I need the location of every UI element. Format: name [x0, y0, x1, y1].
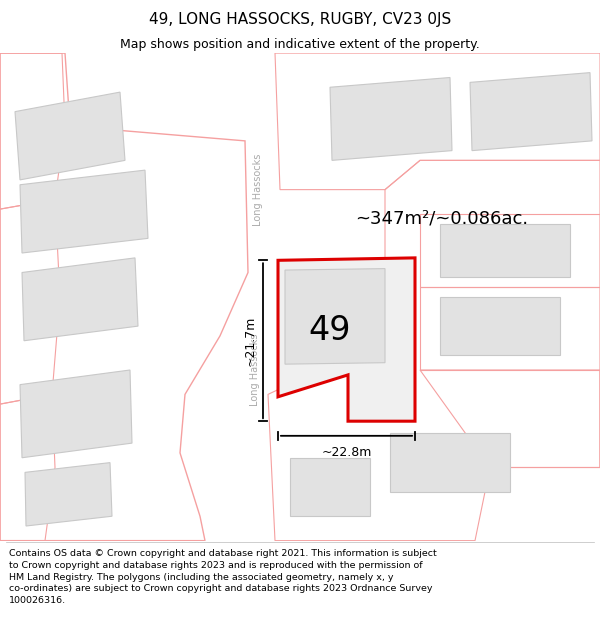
- Text: Long Hassocks: Long Hassocks: [253, 153, 263, 226]
- Polygon shape: [15, 92, 125, 180]
- Polygon shape: [290, 458, 370, 516]
- Polygon shape: [440, 297, 560, 356]
- Text: Long Hassocks: Long Hassocks: [250, 334, 260, 406]
- Polygon shape: [238, 53, 280, 541]
- Polygon shape: [440, 224, 570, 278]
- Text: ~347m²/~0.086ac.: ~347m²/~0.086ac.: [355, 210, 528, 228]
- Polygon shape: [390, 433, 510, 492]
- Text: 49: 49: [309, 314, 351, 348]
- Polygon shape: [330, 78, 452, 161]
- Polygon shape: [22, 258, 138, 341]
- Text: ~22.8m: ~22.8m: [322, 446, 371, 459]
- Polygon shape: [470, 72, 592, 151]
- Text: 49, LONG HASSOCKS, RUGBY, CV23 0JS: 49, LONG HASSOCKS, RUGBY, CV23 0JS: [149, 12, 451, 27]
- Polygon shape: [25, 462, 112, 526]
- Polygon shape: [278, 258, 415, 421]
- Text: ~21.7m: ~21.7m: [244, 316, 257, 366]
- Polygon shape: [20, 370, 132, 458]
- Polygon shape: [20, 170, 148, 253]
- Text: Contains OS data © Crown copyright and database right 2021. This information is : Contains OS data © Crown copyright and d…: [9, 549, 437, 605]
- Text: Map shows position and indicative extent of the property.: Map shows position and indicative extent…: [120, 38, 480, 51]
- Polygon shape: [285, 269, 385, 364]
